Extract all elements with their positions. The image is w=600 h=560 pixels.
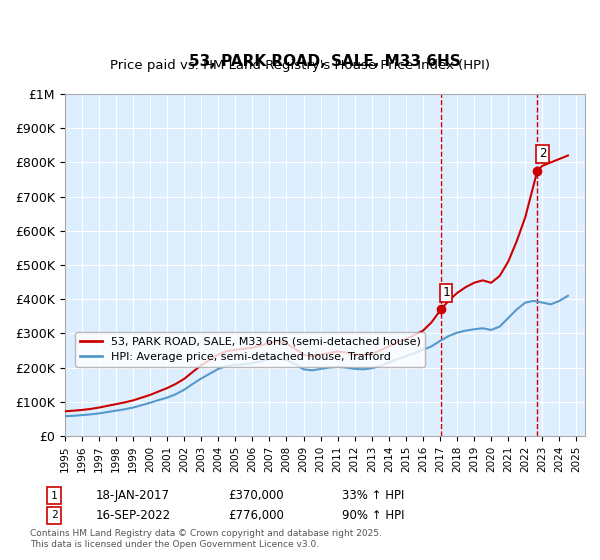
Text: 16-SEP-2022: 16-SEP-2022 (96, 508, 171, 522)
Text: Contains HM Land Registry data © Crown copyright and database right 2025.
This d: Contains HM Land Registry data © Crown c… (30, 529, 382, 549)
Text: £776,000: £776,000 (228, 508, 284, 522)
Text: 1: 1 (442, 286, 450, 299)
Text: 2: 2 (539, 147, 546, 160)
Title: 53, PARK ROAD, SALE, M33 6HS: 53, PARK ROAD, SALE, M33 6HS (189, 54, 461, 69)
Legend: 53, PARK ROAD, SALE, M33 6HS (semi-detached house), HPI: Average price, semi-det: 53, PARK ROAD, SALE, M33 6HS (semi-detac… (76, 332, 425, 367)
Text: 1: 1 (50, 491, 58, 501)
Text: 90% ↑ HPI: 90% ↑ HPI (342, 508, 404, 522)
Text: Price paid vs. HM Land Registry's House Price Index (HPI): Price paid vs. HM Land Registry's House … (110, 59, 490, 72)
Text: 2: 2 (50, 510, 58, 520)
Text: £370,000: £370,000 (228, 489, 284, 502)
Text: 18-JAN-2017: 18-JAN-2017 (96, 489, 170, 502)
Text: 33% ↑ HPI: 33% ↑ HPI (342, 489, 404, 502)
